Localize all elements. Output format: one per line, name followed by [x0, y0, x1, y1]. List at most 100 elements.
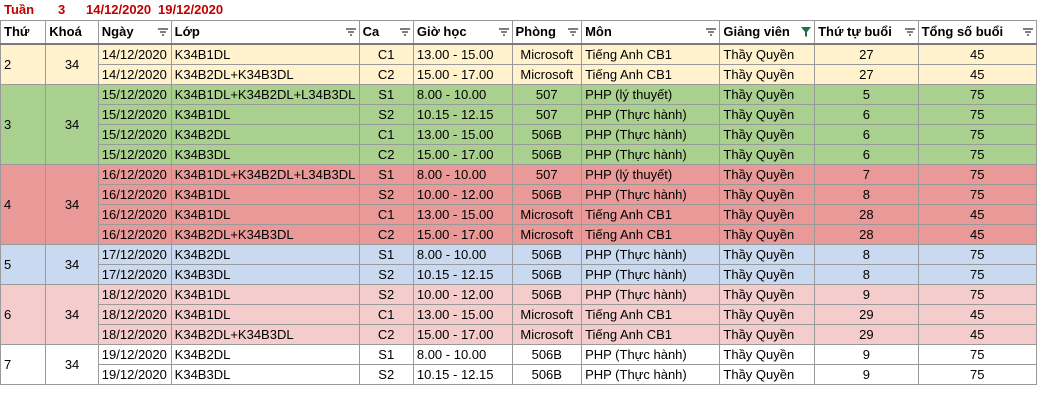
- cell-gio-hoc[interactable]: 15.00 - 17.00: [412, 224, 513, 245]
- cell-thu-tu-buoi[interactable]: 29: [814, 324, 919, 345]
- cell-mon[interactable]: Tiếng Anh CB1: [581, 304, 721, 325]
- cell-lop[interactable]: K34B3DL: [170, 364, 360, 385]
- cell-mon[interactable]: PHP (Thực hành): [581, 124, 721, 145]
- cell-lop[interactable]: K34B2DL+K34B3DL: [170, 224, 360, 245]
- cell-ca[interactable]: S1: [358, 244, 414, 265]
- cell-ngay[interactable]: 19/12/2020: [97, 344, 172, 365]
- header-giang-vien[interactable]: Giảng viên: [719, 20, 816, 45]
- cell-phong[interactable]: 506B: [511, 344, 583, 365]
- cell-thu[interactable]: 7: [0, 344, 47, 385]
- filter-dropdown-icon[interactable]: [399, 27, 410, 37]
- cell-lop[interactable]: K34B1DL+K34B2DL+L34B3DL: [170, 164, 360, 185]
- cell-phong[interactable]: 506B: [511, 244, 583, 265]
- cell-mon[interactable]: PHP (Thực hành): [581, 364, 721, 385]
- cell-giang-vien[interactable]: Thầy Quyền: [719, 304, 816, 325]
- cell-thu-tu-buoi[interactable]: 9: [814, 284, 919, 305]
- header-tong-so-buoi[interactable]: Tổng số buổi: [917, 20, 1037, 45]
- filter-active-icon[interactable]: [801, 27, 812, 37]
- cell-tong-so-buoi[interactable]: 45: [917, 304, 1037, 325]
- cell-ca[interactable]: S2: [358, 184, 414, 205]
- filter-dropdown-icon[interactable]: [904, 27, 915, 37]
- cell-gio-hoc[interactable]: 13.00 - 15.00: [412, 43, 513, 65]
- cell-giang-vien[interactable]: Thầy Quyền: [719, 43, 816, 65]
- cell-mon[interactable]: PHP (lý thuyết): [581, 164, 721, 185]
- cell-thu-tu-buoi[interactable]: 8: [814, 264, 919, 285]
- cell-ca[interactable]: S1: [358, 344, 414, 365]
- cell-lop[interactable]: K34B2DL+K34B3DL: [170, 64, 360, 85]
- cell-khoa[interactable]: 34: [45, 344, 99, 385]
- filter-dropdown-icon[interactable]: [568, 27, 579, 37]
- cell-mon[interactable]: Tiếng Anh CB1: [581, 204, 721, 225]
- cell-gio-hoc[interactable]: 15.00 - 17.00: [412, 324, 513, 345]
- cell-thu[interactable]: 3: [0, 84, 47, 165]
- filter-dropdown-icon[interactable]: [345, 27, 356, 37]
- cell-lop[interactable]: K34B1DL: [170, 204, 360, 225]
- cell-thu[interactable]: 5: [0, 244, 47, 285]
- cell-thu-tu-buoi[interactable]: 27: [814, 43, 919, 65]
- cell-khoa[interactable]: 34: [45, 284, 99, 345]
- cell-gio-hoc[interactable]: 10.15 - 12.15: [412, 104, 513, 125]
- cell-phong[interactable]: Microsoft: [511, 304, 583, 325]
- cell-ngay[interactable]: 14/12/2020: [97, 64, 172, 85]
- cell-mon[interactable]: Tiếng Anh CB1: [581, 224, 721, 245]
- cell-gio-hoc[interactable]: 8.00 - 10.00: [412, 344, 513, 365]
- cell-ngay[interactable]: 18/12/2020: [97, 324, 172, 345]
- cell-lop[interactable]: K34B2DL: [170, 344, 360, 365]
- cell-thu[interactable]: 2: [0, 43, 47, 85]
- cell-tong-so-buoi[interactable]: 45: [917, 324, 1037, 345]
- cell-giang-vien[interactable]: Thầy Quyền: [719, 124, 816, 145]
- cell-giang-vien[interactable]: Thầy Quyền: [719, 104, 816, 125]
- cell-giang-vien[interactable]: Thầy Quyền: [719, 244, 816, 265]
- cell-gio-hoc[interactable]: 13.00 - 15.00: [412, 204, 513, 225]
- cell-lop[interactable]: K34B1DL: [170, 184, 360, 205]
- cell-lop[interactable]: K34B2DL+K34B3DL: [170, 324, 360, 345]
- cell-ngay[interactable]: 16/12/2020: [97, 164, 172, 185]
- header-phong[interactable]: Phòng: [511, 20, 583, 45]
- cell-tong-so-buoi[interactable]: 75: [917, 344, 1037, 365]
- cell-gio-hoc[interactable]: 10.15 - 12.15: [412, 364, 513, 385]
- cell-ngay[interactable]: 15/12/2020: [97, 124, 172, 145]
- cell-lop[interactable]: K34B1DL: [170, 304, 360, 325]
- cell-ca[interactable]: C1: [358, 124, 414, 145]
- cell-mon[interactable]: Tiếng Anh CB1: [581, 324, 721, 345]
- cell-tong-so-buoi[interactable]: 45: [917, 43, 1037, 65]
- cell-phong[interactable]: 506B: [511, 284, 583, 305]
- cell-lop[interactable]: K34B2DL: [170, 244, 360, 265]
- cell-tong-so-buoi[interactable]: 75: [917, 284, 1037, 305]
- cell-ngay[interactable]: 16/12/2020: [97, 204, 172, 225]
- cell-phong[interactable]: Microsoft: [511, 43, 583, 65]
- filter-dropdown-icon[interactable]: [157, 27, 168, 37]
- cell-tong-so-buoi[interactable]: 75: [917, 184, 1037, 205]
- cell-giang-vien[interactable]: Thầy Quyền: [719, 164, 816, 185]
- cell-khoa[interactable]: 34: [45, 164, 99, 245]
- cell-mon[interactable]: PHP (Thực hành): [581, 344, 721, 365]
- cell-mon[interactable]: PHP (Thực hành): [581, 184, 721, 205]
- cell-thu-tu-buoi[interactable]: 6: [814, 144, 919, 165]
- cell-phong[interactable]: 506B: [511, 124, 583, 145]
- header-mon[interactable]: Môn: [581, 20, 721, 45]
- cell-giang-vien[interactable]: Thầy Quyền: [719, 204, 816, 225]
- cell-ngay[interactable]: 16/12/2020: [97, 184, 172, 205]
- filter-dropdown-icon[interactable]: [1023, 27, 1033, 37]
- cell-mon[interactable]: Tiếng Anh CB1: [581, 43, 721, 65]
- cell-lop[interactable]: K34B3DL: [170, 264, 360, 285]
- cell-ngay[interactable]: 19/12/2020: [97, 364, 172, 385]
- cell-ca[interactable]: C1: [358, 304, 414, 325]
- header-khoa[interactable]: Khoá: [45, 20, 99, 45]
- cell-mon[interactable]: PHP (Thực hành): [581, 284, 721, 305]
- header-lop[interactable]: Lớp: [170, 20, 360, 45]
- cell-tong-so-buoi[interactable]: 45: [917, 224, 1037, 245]
- cell-ngay[interactable]: 15/12/2020: [97, 104, 172, 125]
- cell-ca[interactable]: S1: [358, 164, 414, 185]
- cell-ca[interactable]: S1: [358, 84, 414, 105]
- header-ca[interactable]: Ca: [358, 20, 414, 45]
- cell-gio-hoc[interactable]: 8.00 - 10.00: [412, 164, 513, 185]
- cell-thu-tu-buoi[interactable]: 27: [814, 64, 919, 85]
- cell-ngay[interactable]: 18/12/2020: [97, 304, 172, 325]
- cell-thu-tu-buoi[interactable]: 6: [814, 124, 919, 145]
- cell-mon[interactable]: PHP (Thực hành): [581, 244, 721, 265]
- cell-ngay[interactable]: 15/12/2020: [97, 144, 172, 165]
- cell-thu-tu-buoi[interactable]: 28: [814, 224, 919, 245]
- cell-gio-hoc[interactable]: 13.00 - 15.00: [412, 304, 513, 325]
- cell-ngay[interactable]: 14/12/2020: [97, 43, 172, 65]
